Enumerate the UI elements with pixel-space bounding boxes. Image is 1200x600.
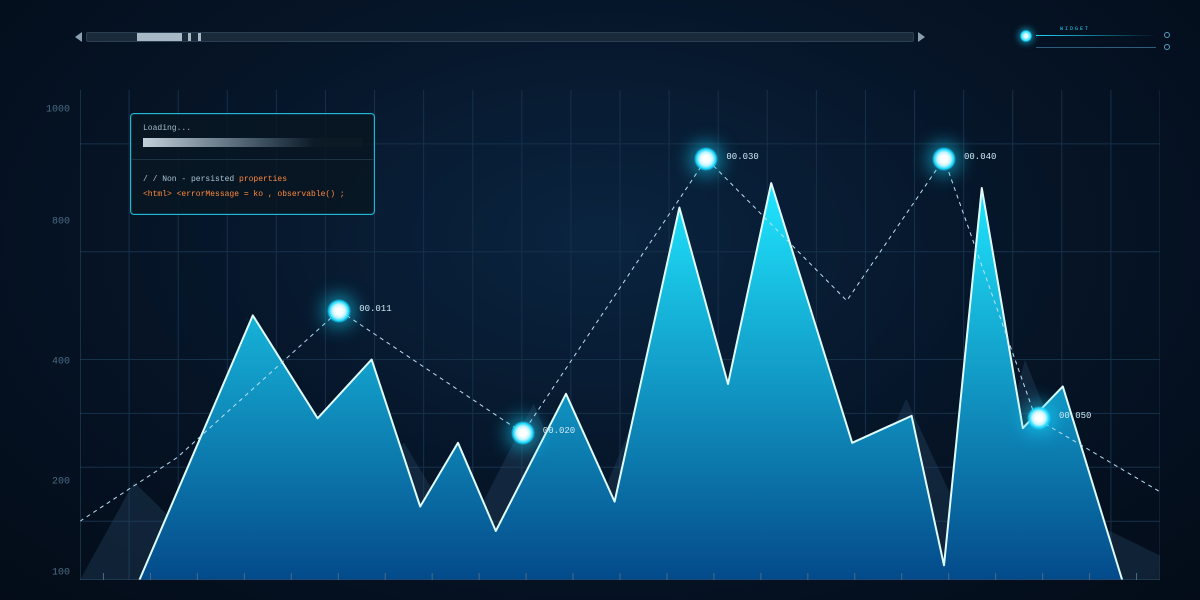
code-snippet: / / Non - persisted properties <html> <e… — [143, 172, 362, 202]
scrub-marker — [198, 33, 201, 41]
hud-widget-label: WIDGET — [1060, 26, 1090, 32]
data-node-label: 00.040 — [964, 152, 996, 162]
y-axis-label: 100 — [52, 567, 70, 578]
scrub-right-icon[interactable] — [918, 32, 925, 42]
code-line: / / Non - persisted properties — [143, 172, 362, 187]
loading-panel: Loading... / / Non - persisted propertie… — [130, 113, 375, 215]
orb-icon — [1020, 30, 1032, 42]
scrub-thumb[interactable] — [137, 33, 182, 41]
code-line: <html> <errorMessage = ko , observable()… — [143, 187, 362, 202]
data-node[interactable] — [511, 421, 535, 445]
data-node[interactable] — [694, 147, 718, 171]
data-node-label: 00.050 — [1059, 411, 1091, 421]
ring-icon — [1164, 44, 1170, 50]
divider — [131, 159, 374, 160]
y-axis-label: 800 — [52, 217, 70, 228]
scrub-track[interactable] — [86, 32, 914, 42]
data-node-label: 00.030 — [726, 152, 758, 162]
y-axis-label: 400 — [52, 356, 70, 367]
code-keyword: properties — [239, 175, 287, 184]
hud-line — [1036, 35, 1156, 36]
progress-bar — [143, 138, 362, 147]
data-node-label: 00.011 — [359, 304, 391, 314]
scrub-marker — [188, 33, 191, 41]
ring-icon — [1164, 32, 1170, 38]
data-node[interactable] — [932, 147, 956, 171]
hud-widget: WIDGET — [1020, 26, 1170, 58]
data-node-label: 00.020 — [543, 426, 575, 436]
progress-fill — [143, 138, 314, 147]
hud-line — [1036, 47, 1156, 48]
y-axis-label: 200 — [52, 477, 70, 488]
timeline-scrubber[interactable] — [75, 30, 925, 44]
scrub-left-icon[interactable] — [75, 32, 82, 42]
data-node[interactable] — [327, 299, 351, 323]
y-axis-label: 1000 — [46, 104, 70, 115]
code-text: / / Non - persisted — [143, 175, 239, 184]
loading-label: Loading... — [143, 124, 362, 133]
